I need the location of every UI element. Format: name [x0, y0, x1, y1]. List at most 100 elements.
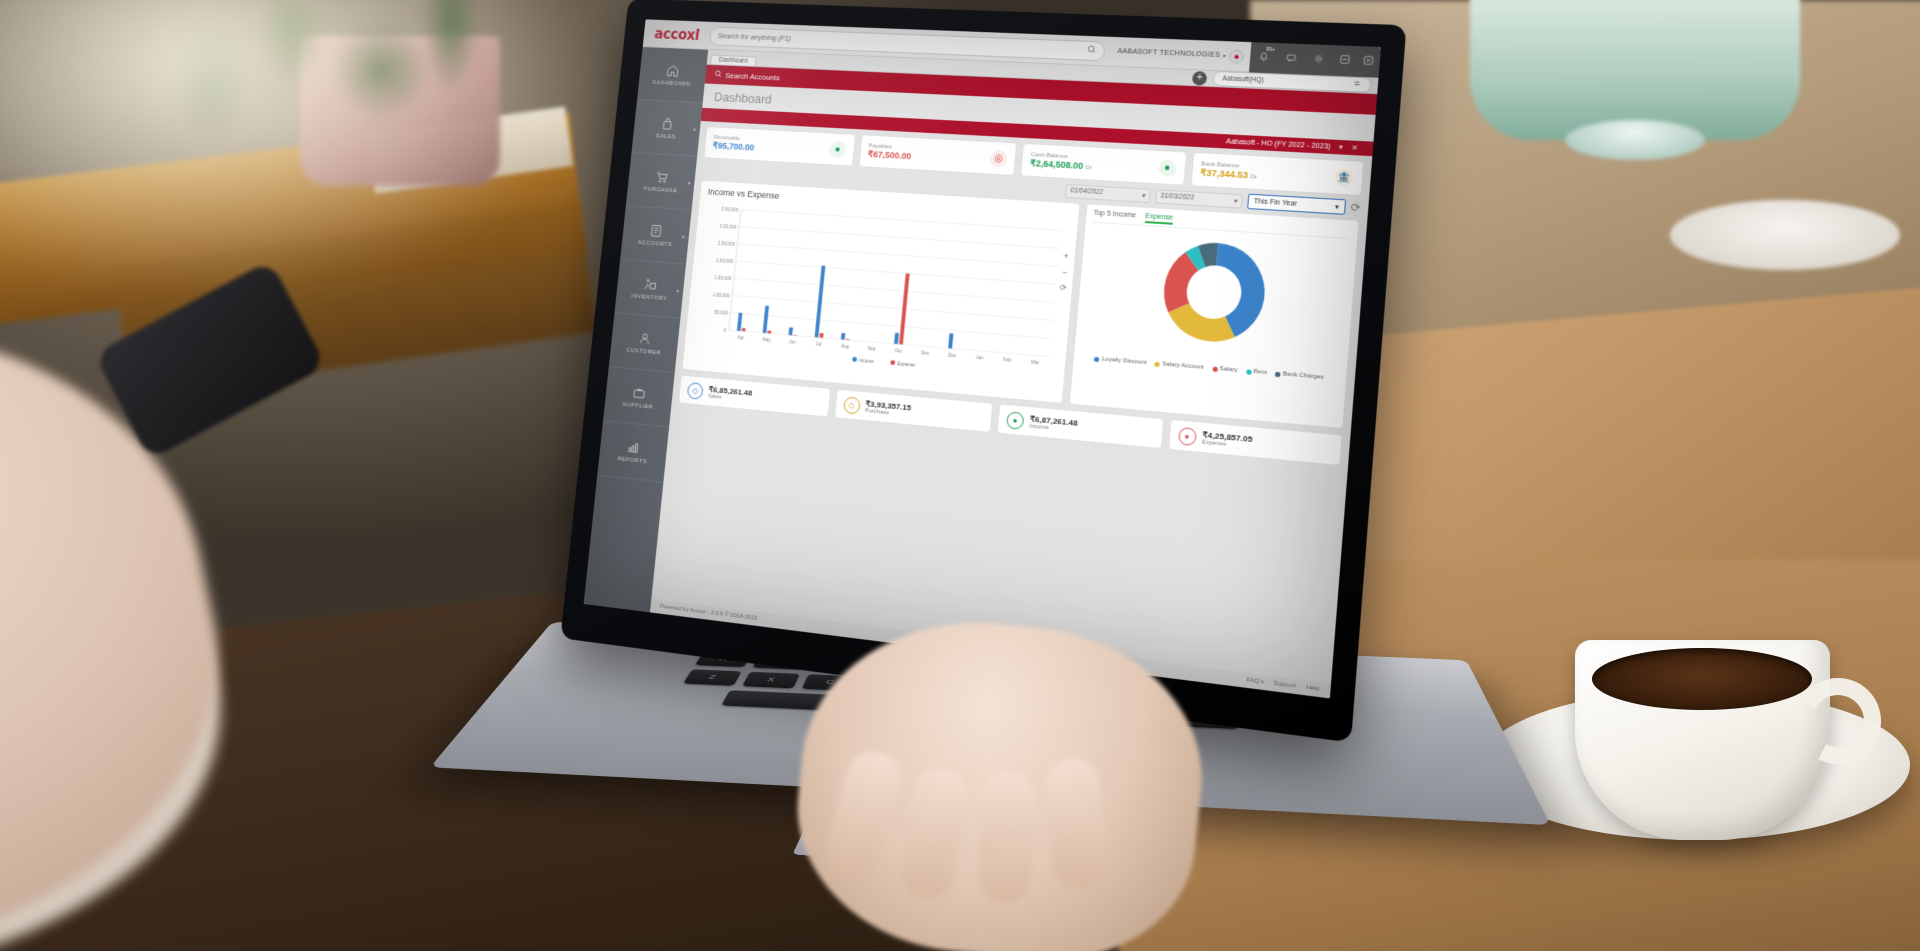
faq-link[interactable]: FAQ's — [1246, 677, 1264, 686]
coffee-liquid — [1592, 648, 1812, 710]
chevron-down-icon: ▾ — [1141, 191, 1146, 200]
notifications-button[interactable]: 99+ — [1248, 41, 1279, 74]
svg-text:Feb: Feb — [1003, 357, 1012, 363]
banner-minimize-icon[interactable]: ▾ — [1338, 144, 1344, 152]
charts-row: Income vs Expense 0 50,000 1,00,000 1,50,00… — [681, 179, 1360, 430]
home-icon — [665, 63, 681, 79]
kpi-bank-balance[interactable]: Bank Balance ₹37,344.53 Dr 🏦 — [1189, 151, 1365, 197]
svg-text:2,50,000: 2,50,000 — [718, 240, 736, 246]
minimize-icon — [1339, 55, 1350, 67]
diamond-icon: ◇ — [686, 381, 704, 400]
from-date-field[interactable]: 01/04/2022 ▾ — [1064, 183, 1151, 203]
legend-dot-icon — [1275, 371, 1281, 377]
reset-zoom-button[interactable]: ⟳ — [1059, 283, 1068, 293]
minimize-button[interactable] — [1331, 44, 1358, 77]
sidebar-item-sales[interactable]: SALES ▸ — [631, 99, 703, 157]
logo-text: accoxi — [653, 24, 701, 44]
svg-text:0: 0 — [723, 327, 726, 332]
add-tab-button[interactable]: + — [1191, 70, 1208, 86]
sidebar-item-label: SUPPLIER — [622, 401, 654, 411]
svg-text:1,00,000: 1,00,000 — [712, 292, 730, 298]
period-select[interactable]: This Fin Year ▾ — [1246, 193, 1346, 215]
legend-label: Bank Charges — [1282, 371, 1324, 381]
cake-stand-base — [1565, 120, 1705, 160]
sidebar-item-label: REPORTS — [617, 455, 648, 465]
legend-dot-icon — [1094, 356, 1100, 362]
bank-icon: 🏦 — [1334, 168, 1354, 187]
chevron-down-icon: ▾ — [1334, 203, 1340, 211]
svg-text:3,50,000: 3,50,000 — [721, 206, 739, 212]
sidebar-item-purchase[interactable]: PURCHASE ▸ — [625, 152, 698, 211]
svg-text:50,000: 50,000 — [714, 309, 728, 315]
kpi-value: ₹37,344.53 — [1199, 166, 1249, 180]
kpi-cash-balance[interactable]: Cash Balance ₹2,64,508.00 Dr ● — [1020, 142, 1187, 186]
notification-badge: 99+ — [1265, 46, 1276, 53]
donut-chart-svg[interactable] — [1081, 223, 1349, 371]
coins-icon: ● — [1006, 410, 1025, 430]
bar-chart-svg[interactable]: 0 50,000 1,00,000 1,50,000 2,00,000 2,50,000 3… — [690, 198, 1069, 394]
user-icon — [637, 330, 653, 346]
support-link[interactable]: Support — [1273, 680, 1297, 690]
income-expense-chart: Income vs Expense 0 50,000 1,00,000 1,50,00… — [681, 179, 1081, 404]
search-input[interactable] — [717, 31, 1088, 55]
bag-icon — [660, 116, 676, 132]
legend-item: Salary — [1211, 365, 1238, 374]
to-date-field[interactable]: 31/03/2023 ▾ — [1154, 188, 1243, 209]
laptop-lid: accoxi AABASOFT TECHNOLOGIES — [560, 0, 1407, 743]
svg-text:1,50,000: 1,50,000 — [714, 275, 732, 281]
avatar[interactable]: ● — [1228, 48, 1245, 64]
legend-item: Rent — [1245, 368, 1267, 376]
close-button[interactable] — [1354, 45, 1381, 78]
sidebar-item-dashboard[interactable]: DASHBOARD — [637, 47, 709, 104]
tab-top5-income[interactable]: Top 5 Income — [1093, 209, 1137, 220]
kpi-receivable[interactable]: Receivable ₹95,700.00 ● — [703, 125, 856, 167]
diamond-icon: ◇ — [842, 395, 861, 415]
chevron-right-icon: ▸ — [687, 180, 692, 187]
svg-text:Jan: Jan — [976, 355, 985, 361]
company-selector[interactable]: AABASOFT TECHNOLOGIES ▸ ● — [1111, 44, 1251, 64]
legend-dot-icon — [1154, 361, 1161, 367]
sidebar-item-label: SALES — [655, 133, 677, 140]
top5-panel: Top 5 Income Expense Loyalty Discount Sal… — [1068, 203, 1360, 430]
sidebar-item-label: INVENTORY — [631, 293, 668, 302]
clock-icon: ◎ — [989, 149, 1008, 168]
legend-label: Salary Account — [1161, 361, 1205, 371]
settings-button[interactable] — [1303, 43, 1334, 76]
sidebar-item-accounts[interactable]: ACCOUNTS ▸ — [620, 206, 692, 265]
company-name: AABASOFT TECHNOLOGIES — [1117, 48, 1221, 60]
search-accounts-label: Search Accounts — [724, 70, 781, 82]
svg-text:3,00,000: 3,00,000 — [719, 223, 737, 229]
tab-expense[interactable]: Expense — [1144, 212, 1174, 225]
plate — [1670, 200, 1900, 270]
switch-branch-icon[interactable] — [1352, 79, 1363, 91]
kpi-payables[interactable]: Payables ₹67,500.00 ◎ — [858, 134, 1018, 176]
zoom-out-button[interactable]: − — [1061, 267, 1068, 278]
logo-dot-icon — [696, 28, 700, 32]
sidebar-item-customer[interactable]: CUSTOMER — [608, 313, 681, 374]
report-icon — [626, 439, 642, 456]
chevron-right-icon: ▸ — [676, 288, 680, 295]
search-icon[interactable] — [1087, 45, 1097, 56]
sidebar-item-label: DASHBOARD — [652, 79, 692, 88]
sidebar-item-supplier[interactable]: SUPPLIER — [603, 367, 675, 428]
refresh-icon[interactable]: ⟳ — [1350, 201, 1362, 215]
zoom-in-button[interactable]: + — [1062, 251, 1070, 262]
cart-icon — [654, 169, 670, 185]
sidebar-item-reports[interactable]: REPORTS — [597, 421, 670, 483]
banner-close-icon[interactable]: ✕ — [1351, 144, 1359, 153]
chevron-down-icon: ▸ — [1223, 52, 1227, 59]
sidebar-item-inventory[interactable]: INVENTORY ▸ — [614, 259, 686, 319]
sidebar-item-label: PURCHASE — [643, 186, 678, 194]
dashboard: Receivable ₹95,700.00 ● Payables ₹ — [651, 120, 1373, 684]
svg-text:Nov: Nov — [921, 350, 930, 356]
help-link[interactable]: Help — [1305, 684, 1320, 693]
briefcase-icon — [631, 384, 647, 401]
coins-icon: ● — [828, 140, 847, 158]
inventory-icon — [643, 276, 659, 292]
accoxi-logo[interactable]: accoxi — [643, 24, 710, 43]
app-body: DASHBOARD SALES ▸ — [583, 47, 1379, 699]
messages-button[interactable] — [1276, 42, 1307, 75]
kpi-suffix: Dr — [1085, 164, 1093, 171]
branch-label: Aabasoft(HQ) — [1222, 75, 1265, 85]
legend-label: Loyalty Discount — [1101, 356, 1147, 367]
